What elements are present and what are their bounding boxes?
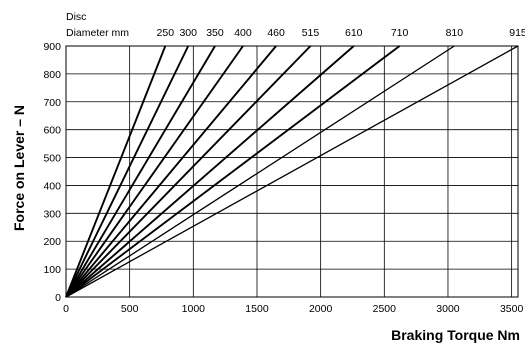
y-tick-label: 500	[43, 153, 61, 165]
x-tick-label: 3000	[436, 303, 460, 315]
y-tick-labels: 0 100 200 300 400 500 600 700 800 900	[43, 41, 61, 304]
series-lines	[65, 45, 519, 298]
series-line-810	[65, 45, 455, 298]
y-tick-label: 900	[43, 41, 61, 53]
y-tick-label: 300	[43, 208, 61, 220]
disc-label-915: 915	[509, 27, 525, 39]
series-line-350	[65, 45, 216, 298]
x-tick-label: 500	[121, 303, 139, 315]
y-tick-label: 800	[43, 69, 61, 81]
disc-label-610: 610	[345, 27, 363, 39]
x-tick-label: 0	[63, 303, 69, 315]
x-tick-labels: 0 500 1000 1500 2000 2500 3000 3500	[63, 303, 523, 315]
x-tick-label: 2500	[373, 303, 397, 315]
series-line-915	[65, 45, 519, 298]
disc-label-710: 710	[391, 27, 409, 39]
plot-frame	[65, 45, 519, 298]
disc-label-300: 300	[179, 27, 197, 39]
y-tick-label: 200	[43, 236, 61, 248]
x-tick-label: 3500	[500, 303, 524, 315]
disc-label-400: 400	[234, 27, 252, 39]
y-tick-label: 0	[55, 292, 61, 304]
y-tick-label: 100	[43, 264, 61, 276]
series-line-250	[65, 45, 167, 298]
y-tick-label: 700	[43, 97, 61, 109]
series-line-610	[65, 45, 355, 298]
y-tick-label: 600	[43, 125, 61, 137]
series-line-400	[65, 45, 244, 298]
series-line-710	[65, 45, 401, 298]
y-tick-label: 400	[43, 180, 61, 192]
disc-label-460: 460	[267, 27, 285, 39]
series-line-515	[65, 45, 312, 298]
x-tick-label: 1000	[182, 303, 206, 315]
x-tick-label: 2000	[309, 303, 333, 315]
disc-label-350: 350	[206, 27, 224, 39]
disc-label-515: 515	[302, 27, 320, 39]
top-axis-header-line2: Diameter mm	[66, 27, 129, 39]
x-axis-title: Braking Torque Nm	[391, 327, 520, 343]
top-axis-header-line1: Disc	[66, 11, 86, 23]
x-tick-label: 1500	[245, 303, 269, 315]
disc-label-250: 250	[157, 27, 175, 39]
series-line-460	[65, 45, 277, 298]
disc-diameter-labels: 250 300 350 400 460 515 610 710 810 915	[157, 27, 525, 39]
series-line-300	[65, 45, 190, 298]
disc-label-810: 810	[446, 27, 464, 39]
y-axis-title: Force on Lever – N	[11, 105, 27, 231]
